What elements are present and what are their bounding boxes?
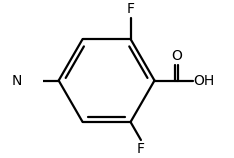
Text: OH: OH xyxy=(194,73,215,88)
Text: O: O xyxy=(172,49,182,63)
Text: F: F xyxy=(137,142,145,156)
Text: N: N xyxy=(12,73,22,88)
Text: F: F xyxy=(127,2,135,16)
